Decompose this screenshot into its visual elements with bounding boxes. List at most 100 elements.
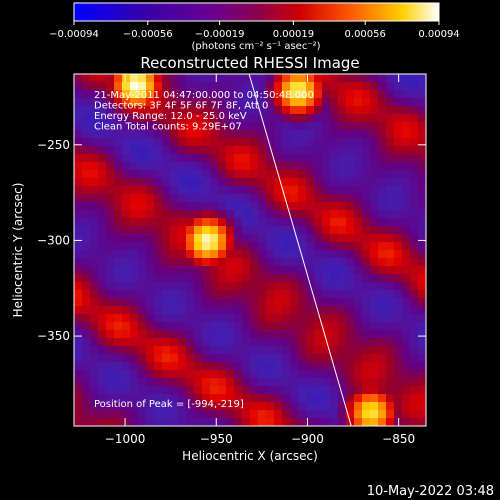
heatmap-cell bbox=[106, 378, 115, 387]
heatmap-cell bbox=[90, 74, 99, 83]
heatmap-cell bbox=[354, 266, 363, 275]
heatmap-cell bbox=[330, 410, 339, 419]
heatmap-cell bbox=[258, 178, 267, 187]
heatmap-cell bbox=[306, 74, 315, 83]
heatmap-cell bbox=[202, 274, 211, 283]
heatmap-cell bbox=[98, 338, 107, 347]
heatmap-cell bbox=[210, 138, 219, 147]
heatmap-cell bbox=[122, 274, 131, 283]
heatmap-cell bbox=[106, 330, 115, 339]
heatmap-cell bbox=[162, 258, 171, 267]
heatmap-cell bbox=[338, 378, 347, 387]
heatmap-cell bbox=[202, 418, 211, 426]
heatmap-cell bbox=[322, 130, 331, 139]
heatmap-cell bbox=[410, 90, 419, 99]
heatmap-cell bbox=[226, 290, 235, 299]
heatmap-cell bbox=[98, 346, 107, 355]
heatmap-cell bbox=[258, 258, 267, 267]
heatmap-cell bbox=[394, 130, 403, 139]
heatmap-cell bbox=[258, 162, 267, 171]
heatmap-cell bbox=[354, 402, 363, 411]
heatmap-cell bbox=[130, 306, 139, 315]
heatmap-cell bbox=[266, 114, 275, 123]
heatmap-cell bbox=[394, 186, 403, 195]
heatmap-cell bbox=[114, 154, 123, 163]
heatmap-cell bbox=[394, 346, 403, 355]
heatmap-cell bbox=[250, 402, 259, 411]
heatmap-cell bbox=[258, 418, 267, 426]
heatmap-cell bbox=[274, 418, 283, 426]
heatmap-cell bbox=[410, 74, 419, 83]
heatmap-cell bbox=[90, 266, 99, 275]
heatmap-cell bbox=[282, 394, 291, 403]
heatmap-cell bbox=[90, 418, 99, 426]
heatmap-cell bbox=[418, 282, 426, 291]
heatmap-cell bbox=[418, 346, 426, 355]
heatmap-cell bbox=[354, 362, 363, 371]
heatmap-cell bbox=[122, 394, 131, 403]
heatmap-cell bbox=[82, 178, 91, 187]
heatmap-cell bbox=[354, 218, 363, 227]
heatmap-cell bbox=[234, 378, 243, 387]
heatmap-cell bbox=[234, 82, 243, 91]
heatmap-cell bbox=[298, 386, 307, 395]
heatmap-cell bbox=[306, 234, 315, 243]
heatmap-cell bbox=[194, 106, 203, 115]
heatmap-cell bbox=[274, 226, 283, 235]
heatmap-cell bbox=[194, 330, 203, 339]
heatmap-cell bbox=[386, 394, 395, 403]
heatmap-cell bbox=[418, 210, 426, 219]
heatmap-cell bbox=[354, 186, 363, 195]
heatmap-cell bbox=[250, 122, 259, 131]
heatmap-cell bbox=[234, 362, 243, 371]
heatmap-cell bbox=[114, 266, 123, 275]
heatmap-cell bbox=[338, 242, 347, 251]
heatmap-cell bbox=[106, 346, 115, 355]
heatmap-cell bbox=[378, 226, 387, 235]
heatmap-cell bbox=[282, 282, 291, 291]
heatmap-cell bbox=[138, 98, 147, 107]
heatmap-cell bbox=[290, 98, 299, 107]
heatmap-cell bbox=[386, 82, 395, 91]
heatmap-cell bbox=[306, 202, 315, 211]
heatmap-cell bbox=[274, 290, 283, 299]
heatmap-cell bbox=[346, 378, 355, 387]
heatmap-cell bbox=[226, 386, 235, 395]
heatmap-cell bbox=[130, 250, 139, 259]
heatmap-cell bbox=[266, 306, 275, 315]
heatmap-cell bbox=[194, 178, 203, 187]
heatmap-cell bbox=[354, 282, 363, 291]
heatmap-cell bbox=[266, 298, 275, 307]
heatmap-cell bbox=[362, 130, 371, 139]
heatmap-cell bbox=[138, 378, 147, 387]
heatmap-cell bbox=[386, 186, 395, 195]
heatmap-cell bbox=[146, 82, 155, 91]
heatmap-cell bbox=[138, 298, 147, 307]
colorbar-tick-label: 0.00094 bbox=[418, 29, 459, 40]
heatmap-cell bbox=[138, 186, 147, 195]
heatmap-cell bbox=[386, 282, 395, 291]
heatmap-cell bbox=[402, 306, 411, 315]
heatmap-cell bbox=[106, 306, 115, 315]
heatmap-cell bbox=[330, 394, 339, 403]
heatmap-cell bbox=[298, 354, 307, 363]
heatmap-cell bbox=[146, 146, 155, 155]
heatmap-cell bbox=[170, 370, 179, 379]
heatmap-cell bbox=[122, 330, 131, 339]
heatmap-cell bbox=[218, 74, 227, 83]
heatmap-cell bbox=[322, 218, 331, 227]
heatmap-cell bbox=[314, 354, 323, 363]
heatmap-cell bbox=[402, 338, 411, 347]
heatmap-cell bbox=[274, 378, 283, 387]
heatmap-cell bbox=[306, 98, 315, 107]
heatmap-cell bbox=[346, 226, 355, 235]
heatmap-cell bbox=[122, 266, 131, 275]
heatmap-cell bbox=[210, 154, 219, 163]
heatmap-cell bbox=[90, 202, 99, 211]
heatmap-cell bbox=[306, 122, 315, 131]
heatmap-cell bbox=[122, 346, 131, 355]
heatmap-cell bbox=[362, 394, 371, 403]
heatmap-cell bbox=[370, 314, 379, 323]
heatmap-cell bbox=[266, 250, 275, 259]
heatmap-cell bbox=[178, 242, 187, 251]
